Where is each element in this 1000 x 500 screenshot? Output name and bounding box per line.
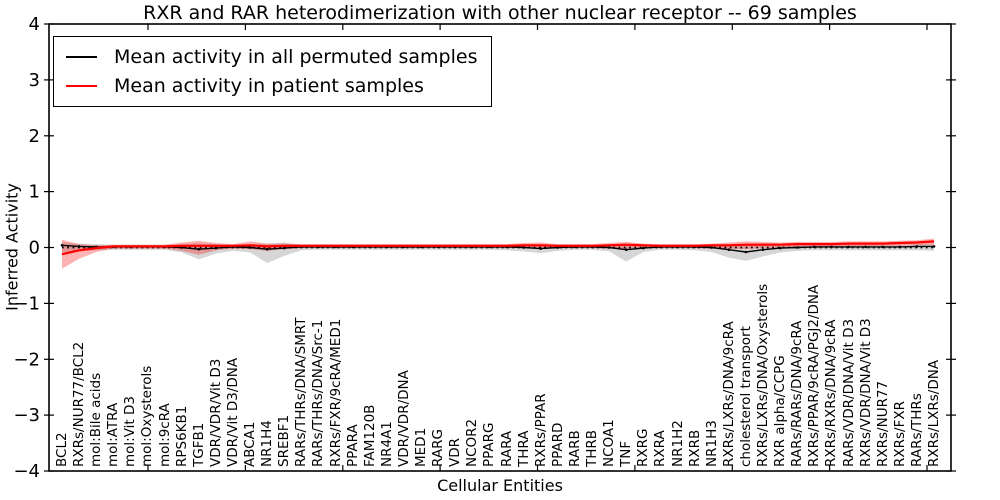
marker-series-0 — [915, 245, 919, 248]
marker-series-0 — [214, 246, 218, 250]
marker-series-0 — [727, 248, 731, 251]
legend-label-patient: Mean activity in patient samples — [114, 75, 424, 97]
marker-series-0 — [864, 245, 867, 249]
marker-series-0 — [607, 246, 611, 249]
marker-series-0 — [642, 246, 645, 250]
marker-series-0 — [932, 245, 936, 248]
patient-line-swatch — [66, 85, 97, 87]
marker-series-0 — [77, 245, 81, 248]
marker-series-0 — [744, 250, 748, 254]
legend-label-permuted: Mean activity in all permuted samples — [114, 46, 478, 68]
y-tick-label: −2 — [13, 349, 40, 370]
y-tick-label: −4 — [13, 461, 40, 482]
marker-series-0 — [881, 245, 884, 249]
marker-series-0 — [898, 245, 902, 249]
marker-series-0 — [539, 247, 542, 250]
y-tick-label: 0 — [29, 238, 40, 259]
line-series-1 — [61, 240, 935, 256]
chart-title: RXR and RAR heterodimerization with othe… — [143, 2, 857, 24]
y-tick-label: 1 — [29, 182, 40, 203]
marker-series-0 — [197, 247, 201, 251]
marker-series-0 — [830, 245, 833, 249]
y-tick-label: 3 — [29, 70, 40, 91]
legend: Mean activity in all permuted samples Me… — [53, 36, 493, 107]
marker-series-0 — [624, 248, 628, 251]
marker-series-0 — [248, 246, 252, 249]
y-tick-label: −1 — [13, 293, 40, 314]
marker-series-0 — [813, 245, 816, 249]
marker-series-0 — [761, 248, 765, 251]
y-tick-label: −3 — [13, 405, 40, 426]
legend-item-permuted: Mean activity in all permuted samples — [66, 46, 477, 68]
y-tick-label: 2 — [29, 126, 40, 147]
marker-series-0 — [60, 244, 64, 247]
marker-series-0 — [522, 246, 525, 249]
marker-series-0 — [710, 246, 713, 249]
permuted-line-swatch — [66, 56, 97, 58]
marker-series-0 — [778, 246, 782, 250]
legend-item-patient: Mean activity in patient samples — [66, 75, 477, 97]
marker-series-0 — [795, 246, 799, 249]
marker-series-0 — [283, 246, 286, 250]
marker-series-0 — [265, 247, 269, 251]
y-tick-label: 4 — [29, 14, 40, 35]
marker-series-0 — [847, 245, 850, 249]
x-axis-label: Cellular Entities — [437, 476, 563, 495]
